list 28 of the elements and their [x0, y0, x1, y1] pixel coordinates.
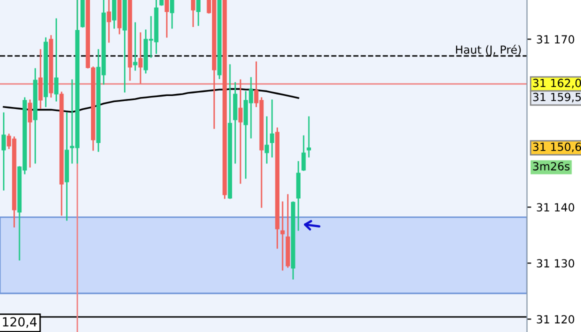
candlestick	[196, 0, 201, 26]
candlestick	[28, 100, 32, 168]
text: 3m26s	[533, 162, 570, 170]
text: 31 159,5	[533, 92, 581, 102]
y-tick-label: 31 120	[536, 315, 574, 324]
candlestick	[280, 201, 285, 271]
y-tick-label: 31 140	[536, 203, 574, 212]
ref-line-label: Haut (J, Pré)	[456, 44, 521, 56]
candlestick	[54, 18, 58, 102]
candlestick	[191, 0, 196, 28]
candlestick	[112, 0, 116, 29]
y-tick-label: 31 130	[536, 259, 574, 268]
candlestick	[38, 49, 43, 109]
candlestick	[138, 32, 143, 84]
candlestick	[238, 79, 243, 184]
annotation: 120,4	[2, 317, 37, 328]
candlestick	[270, 100, 274, 158]
candlestick	[264, 116, 269, 164]
candlestick	[170, 0, 174, 29]
candlestick	[133, 22, 138, 71]
y-tick-label: 31 170	[536, 35, 574, 44]
candlestick	[2, 112, 6, 190]
candlestick	[302, 135, 306, 171]
text: 31 150,6	[533, 142, 581, 152]
text: 31 162,0	[533, 78, 581, 88]
candlestick	[164, 0, 169, 38]
candlestick	[306, 116, 312, 158]
candlestick	[106, 0, 112, 43]
